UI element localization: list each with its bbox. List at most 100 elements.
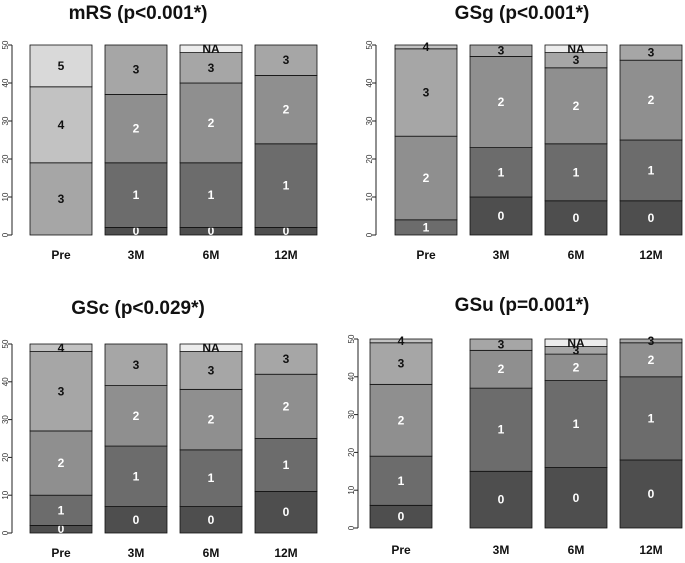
segment-label: 3 (398, 357, 405, 371)
y-tick-label: 50 (347, 334, 356, 343)
segment-label: 0 (208, 224, 215, 238)
category-label: 6M (568, 543, 585, 557)
segment-label: 3 (208, 363, 215, 377)
segment-label: NA (567, 336, 585, 350)
segment-label: 1 (283, 458, 290, 472)
segment-label: 1 (498, 423, 505, 437)
category-label: 6M (568, 248, 585, 262)
y-tick-label: 40 (365, 78, 374, 87)
category-label: 12M (639, 543, 662, 557)
bar-segment-pre-4 (29, 86, 93, 164)
chart-title: mRS (p<0.001*) (69, 3, 208, 24)
bar-segment-6m-2 (544, 67, 608, 145)
panel-gsc: GSc (p<0.029*) 0102030405001234Pre01233M… (1, 298, 318, 560)
bar-segment-3m-1 (104, 445, 168, 507)
segment-label: 4 (58, 341, 65, 355)
bar-segment-6m-na (544, 44, 608, 53)
segment-label: 0 (648, 211, 655, 225)
bar-segment-3m-1 (104, 162, 168, 228)
category-label: 3M (493, 248, 510, 262)
bar-segment-3m-3 (469, 338, 533, 351)
bar-segment-3m-3 (104, 343, 168, 386)
y-tick-label: 10 (347, 485, 356, 494)
segment-label: 3 (58, 384, 65, 398)
segment-label: 2 (573, 360, 580, 374)
y-tick-label: 50 (365, 40, 374, 49)
panel-mrs: mRS (p<0.001*) 01020304050345Pre01233M01… (1, 3, 318, 262)
segment-label: 2 (283, 399, 290, 413)
segment-label: 5 (58, 59, 65, 73)
segment-label: 2 (648, 93, 655, 107)
bar-segment-pre-3 (369, 342, 433, 385)
bar-segment-3m-2 (469, 56, 533, 148)
y-tick-label: 10 (1, 192, 10, 201)
bar-segment-3m-2 (104, 385, 168, 447)
chart-title: GSc (p<0.029*) (71, 298, 205, 319)
segment-label: 2 (208, 116, 215, 130)
bar-segment-3m-0 (469, 196, 533, 236)
segment-label: 1 (573, 165, 580, 179)
bar-segment-12m-1 (619, 139, 683, 202)
segment-label: 4 (398, 334, 405, 348)
segment-label: 1 (423, 220, 430, 234)
segment-label: 1 (133, 469, 140, 483)
segment-label: 2 (208, 413, 215, 427)
bar-segment-pre-3 (394, 48, 458, 137)
bar-segment-3m-3 (104, 44, 168, 95)
segment-label: 1 (573, 417, 580, 431)
segment-label: 3 (208, 61, 215, 75)
segment-label: 4 (58, 118, 65, 132)
bar-segment-12m-2 (619, 59, 683, 141)
segment-label: 1 (133, 188, 140, 202)
segment-label: 0 (648, 487, 655, 501)
bar-segment-12m-1 (254, 143, 318, 228)
segment-label: 2 (58, 456, 65, 470)
bar-segment-6m-na (544, 338, 608, 347)
segment-label: 1 (283, 179, 290, 193)
y-tick-label: 50 (1, 40, 10, 49)
segment-label: 3 (648, 46, 655, 60)
category-label: 12M (274, 546, 297, 560)
segment-label: 1 (208, 188, 215, 202)
category-label: 12M (274, 248, 297, 262)
bar-segment-6m-0 (179, 506, 243, 534)
segment-label: NA (202, 341, 220, 355)
category-label: 3M (128, 546, 145, 560)
segment-label: 1 (648, 411, 655, 425)
segment-label: 3 (283, 53, 290, 67)
segment-label: 3 (283, 352, 290, 366)
bar-segment-6m-2 (179, 388, 243, 451)
y-tick-label: 0 (347, 525, 356, 530)
segment-label: 2 (133, 409, 140, 423)
y-tick-label: 0 (1, 232, 10, 237)
segment-label: 0 (58, 522, 65, 536)
bar-segment-12m-1 (254, 438, 318, 492)
panel-gsu: GSu (p=0.001*) 0102030405001234Pre01233M… (347, 295, 683, 557)
segment-label: 3 (498, 338, 505, 352)
segment-label: 0 (573, 211, 580, 225)
category-label: 6M (203, 248, 220, 262)
segment-label: 2 (648, 353, 655, 367)
segment-label: 3 (573, 53, 580, 67)
bar-segment-pre-4 (369, 338, 433, 344)
segment-label: 1 (648, 163, 655, 177)
y-tick-label: 40 (1, 78, 10, 87)
bar-segment-6m-3 (179, 52, 243, 84)
segment-label: 3 (423, 86, 430, 100)
y-tick-label: 20 (365, 154, 374, 163)
bar-segment-12m-2 (619, 342, 683, 378)
bar-segment-6m-2 (179, 82, 243, 164)
category-label: 12M (639, 248, 662, 262)
segment-label: 0 (283, 224, 290, 238)
bar-segment-3m-0 (469, 470, 533, 529)
y-tick-label: 20 (347, 447, 356, 456)
panel-gsg: GSg (p<0.001*) 010203040501234Pre01233M0… (365, 3, 683, 262)
bar-segment-12m-2 (254, 75, 318, 145)
segment-label: 0 (133, 513, 140, 527)
y-tick-label: 20 (1, 452, 10, 461)
segment-label: 0 (573, 491, 580, 505)
bar-segment-6m-1 (544, 143, 608, 202)
segment-label: 0 (398, 510, 405, 524)
category-label: 6M (203, 546, 220, 560)
y-tick-label: 0 (365, 232, 374, 237)
